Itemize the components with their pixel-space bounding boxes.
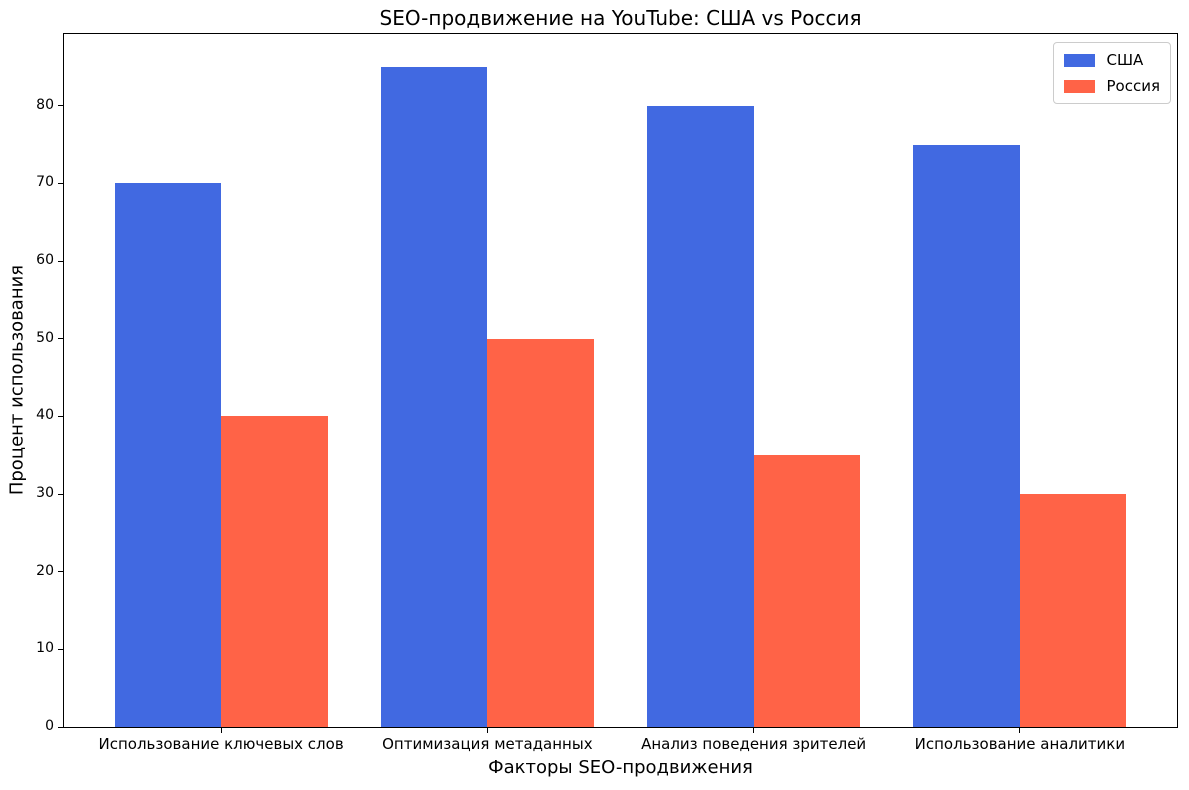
legend-swatch-usa — [1063, 53, 1095, 67]
bar-usa-1 — [380, 67, 488, 727]
y-tick-label-20: 20 — [36, 562, 54, 579]
plot-area: США Россия — [63, 33, 1178, 728]
y-tick-label-0: 0 — [45, 718, 54, 734]
y-tick-mark-30 — [58, 493, 63, 495]
x-tick-mark-2 — [753, 728, 755, 733]
y-tick-label-40: 40 — [36, 407, 54, 424]
y-tick-mark-80 — [58, 105, 63, 107]
bar-usa-2 — [647, 105, 754, 727]
y-tick-mark-50 — [58, 338, 63, 340]
y-tick-label-30: 30 — [36, 485, 54, 502]
legend-swatch-russia — [1063, 79, 1095, 93]
y-tick-label-70: 70 — [36, 174, 54, 191]
bar-russia-0 — [221, 416, 328, 727]
y-tick-label-50: 50 — [36, 329, 54, 346]
legend-label-russia: Россия — [1106, 77, 1161, 95]
bar-usa-3 — [913, 144, 1020, 727]
y-tick-mark-20 — [58, 571, 63, 573]
bar-usa-0 — [114, 183, 222, 727]
y-tick-mark-40 — [58, 415, 63, 417]
y-axis-label: Процент использования — [6, 264, 28, 496]
legend: США Россия — [1052, 42, 1171, 104]
x-axis-label: Факторы SEO-продвижения — [488, 757, 753, 778]
bar-russia-1 — [487, 338, 594, 727]
chart-title: SEO-продвижение на YouTube: США vs Росси… — [379, 6, 862, 30]
x-tick-mark-0 — [220, 728, 222, 733]
y-tick-mark-70 — [58, 182, 63, 184]
x-tick-label-0: Использование ключевых слов — [98, 735, 344, 753]
x-tick-mark-3 — [1019, 728, 1021, 733]
x-tick-mark-1 — [486, 728, 488, 733]
y-tick-label-60: 60 — [36, 252, 54, 269]
x-tick-label-1: Оптимизация метаданных — [382, 735, 593, 753]
legend-item-usa: США — [1063, 51, 1161, 69]
legend-item-russia: Россия — [1063, 77, 1161, 95]
legend-label-usa: США — [1106, 51, 1144, 69]
y-tick-mark-10 — [58, 648, 63, 650]
y-tick-mark-60 — [58, 260, 63, 262]
y-tick-label-10: 10 — [36, 640, 54, 657]
y-tick-mark-0 — [58, 726, 63, 728]
y-tick-label-80: 80 — [36, 96, 54, 113]
x-tick-label-2: Анализ поведения зрителей — [641, 735, 867, 753]
bar-russia-2 — [753, 455, 861, 727]
bar-russia-3 — [1019, 494, 1127, 727]
x-tick-label-3: Использование аналитики — [914, 735, 1126, 753]
